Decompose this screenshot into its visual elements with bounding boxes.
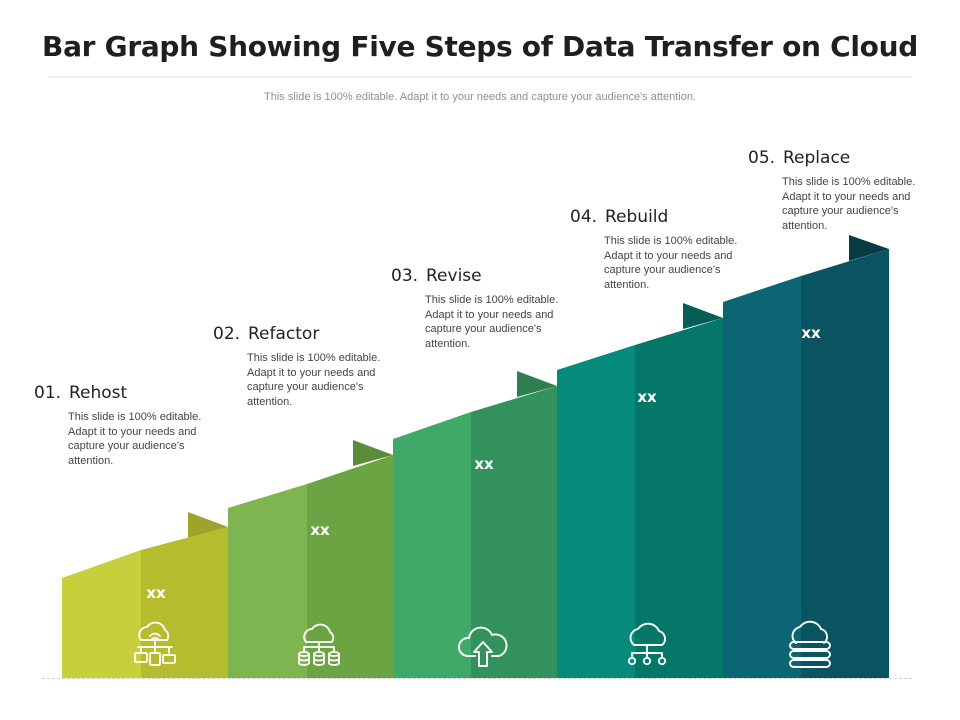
step-2-number: 02. (213, 324, 241, 344)
step-5-bar-left (723, 276, 801, 678)
step-3-bar-right (471, 386, 557, 678)
step-1-number: 01. (34, 383, 62, 403)
cloud-database-icon (298, 623, 340, 666)
step-4-tab (683, 303, 723, 329)
step-3-bar-left (393, 412, 471, 678)
step-1-tab (188, 512, 228, 538)
step-5-bar: xx (723, 235, 889, 678)
step-1-bar: xx (62, 512, 228, 678)
step-2-bar-right (307, 455, 393, 678)
step-4-bar: xx (557, 303, 723, 678)
step-1-title: Rehost (69, 383, 128, 403)
baseline-divider (42, 678, 912, 679)
step-5-number: 05. (748, 148, 776, 168)
step-1-description: This slide is 100% editable. Adapt it to… (68, 411, 202, 467)
step-1-bar-right (141, 527, 228, 678)
step-1-value-label: xx (146, 584, 166, 602)
step-5-title: Replace (783, 148, 851, 168)
step-2-value-label: xx (310, 521, 330, 539)
step-4-value-label: xx (637, 388, 657, 406)
step-3-number: 03. (391, 266, 419, 286)
step-5-description: This slide is 100% editable. Adapt it to… (782, 176, 916, 232)
step-4-description: This slide is 100% editable. Adapt it to… (604, 235, 738, 291)
step-5-bar-right (801, 249, 889, 678)
step-3-value-label: xx (474, 455, 494, 473)
step-4-title: Rebuild (605, 207, 669, 227)
step-2-bar: xx (228, 440, 393, 678)
cloud-devices-icon (134, 621, 176, 666)
step-3-title: Revise (426, 266, 482, 286)
step-4-bar-left (557, 345, 635, 678)
step-3-description: This slide is 100% editable. Adapt it to… (425, 294, 559, 350)
step-2-bar-left (228, 484, 307, 678)
cloud-upload-icon (458, 626, 508, 667)
step-3-bar: xx (393, 371, 557, 678)
step-4-bar-right (635, 318, 723, 678)
step-5-tab (849, 235, 889, 261)
step-2-title: Refactor (248, 324, 320, 344)
step-5-value-label: xx (801, 324, 821, 342)
cloud-network-icon (627, 622, 667, 666)
step-3-tab (517, 371, 557, 397)
cloud-server-icon (789, 620, 831, 668)
step-4-number: 04. (570, 207, 598, 227)
page-title: Bar Graph Showing Five Steps of Data Tra… (42, 30, 918, 63)
step-1-bar-left (62, 550, 141, 678)
title-divider (48, 76, 912, 78)
step-2-tab (353, 440, 393, 466)
page-subtitle: This slide is 100% editable. Adapt it to… (264, 91, 696, 103)
step-2-description: This slide is 100% editable. Adapt it to… (247, 352, 381, 408)
